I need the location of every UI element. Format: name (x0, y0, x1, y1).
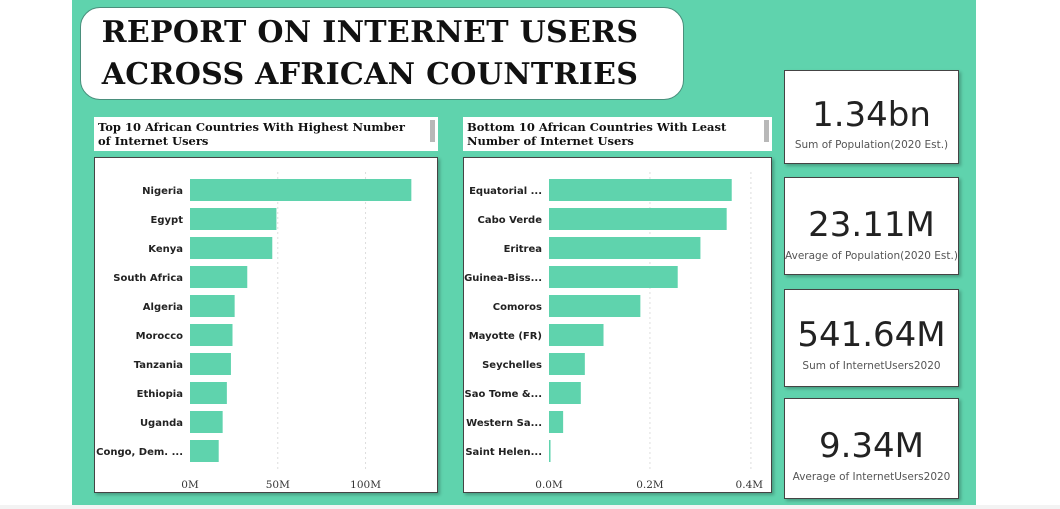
top10-category-label: Ethiopia (137, 389, 183, 400)
kpi-label-avg-population: Average of Population(2020 Est.) (785, 250, 958, 262)
top10-header-scrollbar[interactable] (430, 120, 435, 142)
kpi-value-sum-population: 1.34bn (812, 95, 931, 135)
bottom10-bar[interactable] (549, 295, 641, 317)
top10-bar[interactable] (190, 440, 219, 462)
bottom10-tick-label: 0.4M (736, 479, 764, 491)
bottom10-bar[interactable] (549, 353, 585, 375)
top10-category-label: Tanzania (134, 360, 183, 371)
bottom10-bar[interactable] (549, 266, 678, 288)
bottom10-chart-header: Bottom 10 African Countries With Least N… (463, 117, 772, 151)
top10-category-label: Nigeria (142, 186, 183, 197)
top10-category-label: Congo, Dem. ... (96, 447, 183, 458)
bottom10-bar[interactable] (549, 411, 564, 433)
top10-bar[interactable] (190, 237, 273, 259)
bottom10-chart[interactable]: Equatorial ... Cabo Verde Eritrea Guinea-Bi… (463, 157, 772, 493)
bottom10-bar[interactable] (549, 324, 604, 346)
top10-category-label: Morocco (136, 331, 183, 342)
top10-chart-title: Top 10 African Countries With Highest Nu… (98, 120, 405, 148)
report-title-box: REPORT ON INTERNET USERS ACROSS AFRICAN … (80, 7, 684, 100)
bottom10-chart-title: Bottom 10 African Countries With Least N… (467, 120, 727, 148)
bottom10-category-label: Cabo Verde (478, 215, 543, 226)
kpi-value-avg-internet-users: 9.34M (818, 426, 925, 466)
kpi-label-sum-internet-users: Sum of InternetUsers2020 (802, 360, 941, 372)
top10-category-label: Algeria (143, 302, 183, 313)
kpi-label-sum-population: Sum of Population(2020 Est.) (794, 139, 949, 151)
bottom10-bar[interactable] (549, 382, 581, 404)
bottom10-category-label: Sao Tome &... (465, 389, 542, 400)
top10-chart[interactable]: Nigeria Egypt Kenya South Africa Algeria Moro… (94, 157, 438, 493)
kpi-card-sum-population: 1.34bn Sum of Population(2020 Est.) (784, 70, 959, 164)
bottom-strip (0, 505, 1060, 509)
bottom10-bar[interactable] (549, 179, 732, 201)
top10-chart-header: Top 10 African Countries With Highest Nu… (94, 117, 438, 151)
top10-bar[interactable] (190, 353, 231, 375)
bottom10-bar[interactable] (549, 440, 551, 462)
top10-bar[interactable] (190, 295, 235, 317)
top10-bar[interactable] (190, 324, 233, 346)
top10-tick-label: 0M (181, 479, 199, 491)
top10-category-label: Kenya (148, 244, 183, 255)
top10-bar[interactable] (190, 266, 248, 288)
bottom10-category-label: Western Sa... (466, 418, 542, 429)
top10-category-label: Uganda (140, 418, 183, 429)
bottom10-bar[interactable] (549, 208, 727, 230)
kpi-card-avg-population: 23.11M Average of Population(2020 Est.) (784, 177, 959, 275)
top10-tick-label: 100M (350, 479, 381, 491)
top10-category-label: Egypt (151, 215, 184, 226)
kpi-value-sum-internet-users: 541.64M (797, 315, 946, 355)
report-title: REPORT ON INTERNET USERS ACROSS AFRICAN … (101, 14, 639, 92)
top10-chart-svg: Nigeria Egypt Kenya South Africa Algeria Moro… (96, 172, 412, 491)
bottom10-category-label: Mayotte (FR) (469, 331, 542, 342)
kpi-card-avg-internet-users: 9.34M Average of InternetUsers2020 (784, 398, 959, 499)
bottom10-category-label: Eritrea (504, 244, 542, 255)
bottom10-category-label: Guinea-Biss... (464, 273, 542, 284)
bottom10-category-label: Equatorial ... (469, 186, 542, 197)
bottom10-category-label: Comoros (493, 302, 542, 313)
bottom10-chart-svg: Equatorial ... Cabo Verde Eritrea Guinea-Bi… (464, 172, 764, 491)
top10-bar[interactable] (190, 208, 277, 230)
bottom10-category-label: Saint Helen... (465, 447, 542, 458)
top10-category-label: South Africa (113, 273, 183, 284)
top10-tick-label: 50M (266, 479, 290, 491)
top10-bar[interactable] (190, 179, 412, 201)
kpi-card-sum-internet-users: 541.64M Sum of InternetUsers2020 (784, 289, 959, 387)
bottom10-tick-label: 0.0M (535, 479, 563, 491)
top10-bar[interactable] (190, 382, 227, 404)
kpi-value-avg-population: 23.11M (808, 205, 935, 245)
bottom10-header-scrollbar[interactable] (764, 120, 769, 142)
bottom10-bar[interactable] (549, 237, 701, 259)
kpi-label-avg-internet-users: Average of InternetUsers2020 (792, 471, 951, 483)
top10-bar[interactable] (190, 411, 223, 433)
bottom10-tick-label: 0.2M (636, 479, 664, 491)
bottom10-category-label: Seychelles (482, 360, 542, 371)
